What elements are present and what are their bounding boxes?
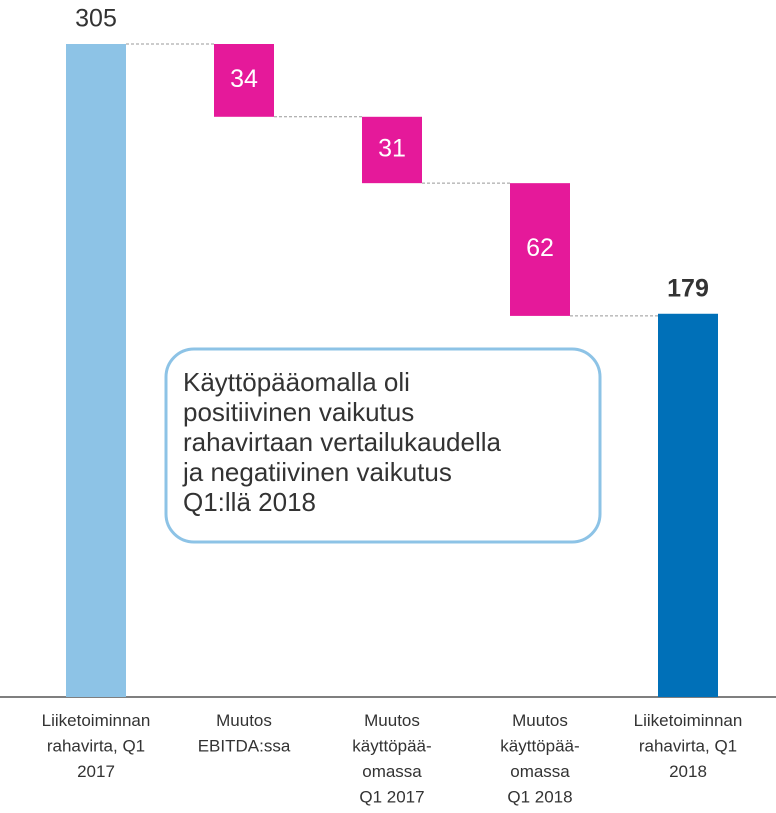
annotation-box bbox=[164, 347, 602, 544]
x-tick-label: Muutos EBITDA:ssa bbox=[198, 711, 291, 756]
annotation-text: ja negatiivinen vaikutus bbox=[182, 457, 452, 487]
x-tick-label-line: 2017 bbox=[77, 762, 115, 781]
x-tick-label-line: käyttöpää- bbox=[500, 737, 579, 756]
bar bbox=[362, 116, 422, 184]
annotation-text: Käyttöpääomalla oli bbox=[183, 367, 410, 397]
x-tick-label: Liiketoiminnan rahavirta, Q1 2018 bbox=[634, 711, 743, 781]
annotation-text: Q1:llä 2018 bbox=[183, 487, 316, 517]
x-tick-label-line: Q1 2018 bbox=[507, 788, 572, 807]
x-tick-label-line: rahavirta, Q1 bbox=[639, 737, 737, 756]
bar bbox=[214, 44, 274, 117]
x-tick-label-line: Muutos bbox=[216, 711, 272, 730]
x-tick-label-line: Muutos bbox=[364, 711, 420, 730]
x-tick-label-line: 2018 bbox=[669, 762, 707, 781]
x-tick-label-line: omassa bbox=[510, 762, 570, 781]
x-tick-label-line: Muutos bbox=[512, 711, 568, 730]
x-tick-label-line: omassa bbox=[362, 762, 422, 781]
x-tick-label: Liiketoiminnan rahavirta, Q1 2017 bbox=[42, 711, 151, 781]
x-tick-label-line: Liiketoiminnan bbox=[634, 711, 743, 730]
annotation-text: rahavirtaan vertailukaudella bbox=[183, 427, 502, 457]
data-label: 31 bbox=[378, 135, 406, 163]
x-tick-label: Muutos käyttöpää-omassa Q1 2018 bbox=[500, 711, 579, 807]
data-label: 34 bbox=[230, 65, 258, 93]
bar bbox=[66, 44, 126, 697]
bar bbox=[658, 313, 718, 697]
data-label: 179 bbox=[667, 274, 709, 302]
x-tick-label-line: käyttöpää- bbox=[352, 737, 431, 756]
x-tick-label-line: Liiketoiminnan bbox=[42, 711, 151, 730]
x-tick-label-line: EBITDA:ssa bbox=[198, 737, 291, 756]
x-tick-label: Muutos käyttöpää-omassa Q1 2017 bbox=[352, 711, 431, 807]
data-label: 305 bbox=[75, 5, 117, 33]
annotation-text: positiivinen vaikutus bbox=[183, 397, 414, 427]
bar bbox=[510, 183, 570, 316]
x-tick-label-line: Q1 2017 bbox=[359, 788, 424, 807]
x-tick-label-line: rahavirta, Q1 bbox=[47, 737, 145, 756]
data-label: 62 bbox=[526, 234, 554, 262]
